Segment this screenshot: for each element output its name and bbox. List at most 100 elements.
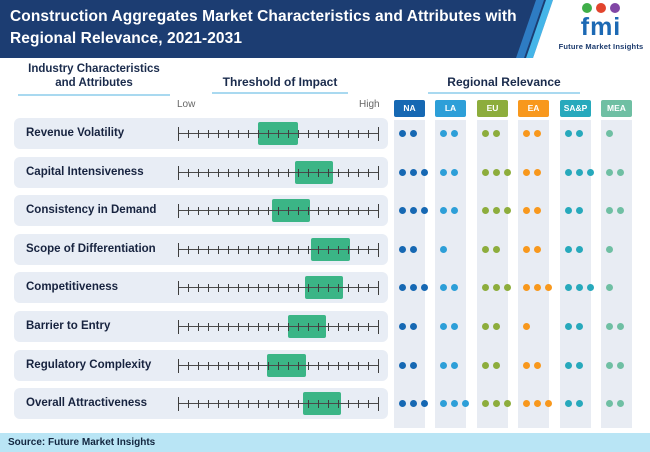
relevance-dot-group bbox=[523, 130, 541, 137]
scale-tick bbox=[268, 130, 269, 138]
scale-tick bbox=[178, 359, 179, 373]
relevance-dot bbox=[421, 400, 428, 407]
logo-tagline: Future Market Insights bbox=[558, 42, 644, 51]
scale-tick bbox=[298, 169, 299, 177]
relevance-dot-group bbox=[482, 323, 500, 330]
scale-tick bbox=[328, 207, 329, 215]
relevance-dot-group bbox=[565, 284, 594, 291]
scale-tick bbox=[328, 284, 329, 292]
relevance-dot bbox=[523, 169, 530, 176]
scale-tick bbox=[188, 284, 189, 292]
relevance-dot bbox=[451, 362, 458, 369]
relevance-dot bbox=[410, 246, 417, 253]
row-label: Scope of Differentiation bbox=[26, 243, 156, 255]
relevance-dot bbox=[504, 207, 511, 214]
scale-tick bbox=[338, 400, 339, 408]
scale-tick bbox=[368, 284, 369, 292]
relevance-dot bbox=[523, 284, 530, 291]
relevance-dot bbox=[576, 362, 583, 369]
relevance-dot bbox=[576, 130, 583, 137]
relevance-dot bbox=[565, 130, 572, 137]
relevance-dot bbox=[451, 400, 458, 407]
scale-tick bbox=[268, 284, 269, 292]
scale-tick bbox=[358, 169, 359, 177]
scale-tick bbox=[268, 362, 269, 370]
relevance-dot bbox=[440, 130, 447, 137]
row-label: Regulatory Complexity bbox=[26, 359, 152, 371]
relevance-dot bbox=[493, 284, 500, 291]
impact-scale bbox=[178, 234, 379, 265]
scale-tick bbox=[238, 130, 239, 138]
scale-tick bbox=[178, 397, 179, 411]
relevance-dot-group bbox=[399, 323, 417, 330]
scale-tick bbox=[248, 169, 249, 177]
relevance-dot bbox=[587, 169, 594, 176]
impact-scale bbox=[178, 118, 379, 149]
scale-tick bbox=[378, 281, 379, 295]
scale-tick bbox=[208, 284, 209, 292]
column-header-industry-characteristics: Industry Characteristics and Attributes bbox=[18, 62, 170, 96]
table-row: Consistency in Demand bbox=[14, 195, 388, 226]
relevance-dot-group bbox=[399, 207, 428, 214]
scale-tick bbox=[188, 169, 189, 177]
scale-tick bbox=[358, 362, 359, 370]
column-header-regional-relevance: Regional Relevance bbox=[428, 75, 580, 94]
table-row: Revenue Volatility bbox=[14, 118, 388, 149]
relevance-dot-group bbox=[565, 246, 583, 253]
relevance-dot-group bbox=[523, 246, 541, 253]
scale-tick bbox=[208, 323, 209, 331]
header-bar: Construction Aggregates Market Character… bbox=[0, 0, 650, 58]
relevance-dot bbox=[606, 400, 613, 407]
scale-tick bbox=[378, 204, 379, 218]
table-row: Capital Intensiveness bbox=[14, 157, 388, 188]
scale-tick bbox=[258, 207, 259, 215]
relevance-dot bbox=[399, 362, 406, 369]
scale-tick bbox=[188, 323, 189, 331]
scale-tick bbox=[308, 169, 309, 177]
scale-tick bbox=[378, 127, 379, 141]
relevance-dot bbox=[617, 323, 624, 330]
row-label: Capital Intensiveness bbox=[26, 166, 144, 178]
relevance-dot bbox=[410, 400, 417, 407]
relevance-dot bbox=[399, 246, 406, 253]
relevance-dot bbox=[504, 400, 511, 407]
relevance-dot-group bbox=[482, 400, 511, 407]
scale-tick bbox=[208, 400, 209, 408]
relevance-dot-group bbox=[399, 169, 428, 176]
scale-tick bbox=[278, 362, 279, 370]
relevance-dot-group bbox=[440, 130, 458, 137]
scale-tick bbox=[288, 400, 289, 408]
scale-tick bbox=[218, 207, 219, 215]
relevance-dot-group bbox=[440, 362, 458, 369]
scale-tick bbox=[248, 400, 249, 408]
relevance-dot bbox=[606, 284, 613, 291]
scale-tick bbox=[238, 207, 239, 215]
scale-tick bbox=[338, 362, 339, 370]
scale-tick bbox=[238, 169, 239, 177]
scale-tick bbox=[318, 323, 319, 331]
scale-tick bbox=[288, 323, 289, 331]
relevance-dot-group bbox=[523, 323, 530, 330]
relevance-dot bbox=[399, 130, 406, 137]
scale-tick bbox=[228, 323, 229, 331]
scale-tick bbox=[318, 246, 319, 254]
scale-tick bbox=[368, 130, 369, 138]
relevance-dot bbox=[523, 246, 530, 253]
scale-tick bbox=[348, 130, 349, 138]
relevance-dot bbox=[523, 362, 530, 369]
relevance-dot bbox=[606, 246, 613, 253]
relevance-dot-group bbox=[440, 207, 458, 214]
region-column-band bbox=[601, 120, 632, 428]
relevance-dot bbox=[565, 284, 572, 291]
scale-tick bbox=[278, 169, 279, 177]
scale-tick bbox=[248, 207, 249, 215]
relevance-dot bbox=[451, 323, 458, 330]
region-tag: LA bbox=[435, 100, 466, 117]
relevance-dot-group bbox=[399, 400, 428, 407]
scale-tick bbox=[218, 246, 219, 254]
relevance-dot-group bbox=[523, 169, 541, 176]
scale-tick bbox=[348, 400, 349, 408]
scale-tick bbox=[368, 246, 369, 254]
relevance-dot bbox=[440, 323, 447, 330]
relevance-dot bbox=[421, 207, 428, 214]
